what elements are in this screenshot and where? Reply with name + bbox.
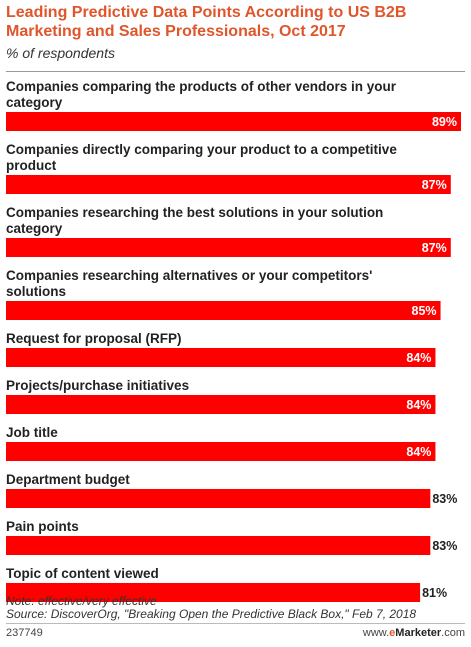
- category-label: Companies comparing the products of othe…: [6, 79, 397, 94]
- bar: [6, 175, 451, 194]
- value-label: 83%: [432, 492, 457, 506]
- value-label: 84%: [406, 398, 431, 412]
- category-label: Request for proposal (RFP): [6, 331, 182, 346]
- value-label: 81%: [422, 586, 447, 600]
- bar: [6, 583, 421, 602]
- category-label: category: [6, 95, 63, 110]
- bar: [6, 395, 436, 414]
- bar: [6, 112, 461, 131]
- chart-title: Leading Predictive Data Points According…: [6, 4, 407, 40]
- brand-name: Marketer: [395, 627, 442, 639]
- header-divider: [6, 71, 465, 72]
- category-label: Department budget: [6, 472, 130, 487]
- chart-id: 237749: [6, 627, 43, 639]
- category-label: category: [6, 221, 63, 236]
- footer-divider: [6, 623, 465, 624]
- bar: [6, 536, 431, 555]
- value-label: 84%: [406, 351, 431, 365]
- chart-source: Source: DiscoverOrg, "Breaking Open the …: [6, 607, 417, 621]
- category-label: product: [6, 158, 57, 173]
- category-label: Job title: [6, 425, 58, 440]
- chart-subtitle: % of respondents: [6, 45, 115, 61]
- value-label: 85%: [412, 304, 437, 318]
- value-label: 83%: [432, 539, 457, 553]
- value-label: 87%: [422, 178, 447, 192]
- category-label: Companies researching alternatives or yo…: [6, 268, 372, 283]
- value-label: 84%: [406, 445, 431, 459]
- value-label: 87%: [422, 241, 447, 255]
- category-label: solutions: [6, 284, 66, 299]
- brand-suffix: .com: [441, 627, 465, 639]
- brand-e: e: [389, 627, 396, 639]
- bar: [6, 301, 441, 320]
- value-label: 89%: [432, 115, 457, 129]
- bar: [6, 348, 436, 367]
- bar: [6, 489, 431, 508]
- bar: [6, 238, 451, 257]
- category-label: Projects/purchase initiatives: [6, 378, 189, 393]
- chart-note: Note: effective/very effective: [6, 594, 157, 608]
- category-label: Companies researching the best solutions…: [6, 205, 383, 220]
- category-label: Pain points: [6, 519, 79, 534]
- brand-prefix: www.: [362, 627, 390, 639]
- brand-link[interactable]: www.eMarketer.com: [363, 627, 465, 639]
- category-label: Companies directly comparing your produc…: [6, 142, 397, 157]
- bar: [6, 442, 436, 461]
- category-label: Topic of content viewed: [6, 566, 159, 581]
